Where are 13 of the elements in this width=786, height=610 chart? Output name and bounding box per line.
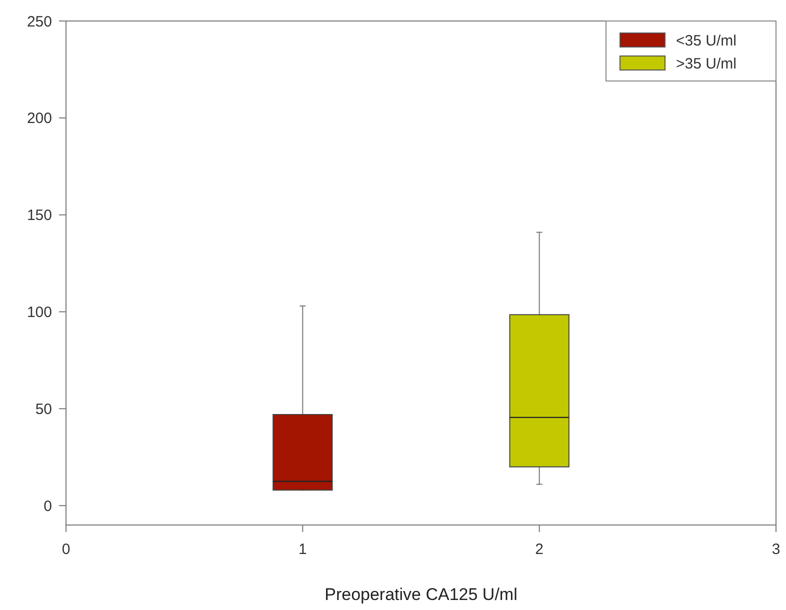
- y-tick-label: 200: [26, 110, 52, 128]
- x-axis-title: Preoperative CA125 U/ml: [324, 585, 518, 604]
- x-tick-label: 1: [298, 541, 307, 558]
- y-tick-label: 100: [26, 304, 52, 322]
- x-tick-label: 0: [62, 541, 70, 558]
- x-tick-label: 2: [535, 541, 544, 558]
- y-tick-label: 250: [26, 13, 52, 30]
- legend-label: >35 U/ml: [676, 55, 736, 72]
- y-tick-label: 50: [35, 400, 52, 418]
- y-tick-label: 150: [26, 207, 52, 224]
- y-tick-label: 0: [44, 498, 52, 515]
- x-tick-label: 3: [772, 541, 780, 558]
- legend-label: <35 U/ml: [676, 32, 736, 50]
